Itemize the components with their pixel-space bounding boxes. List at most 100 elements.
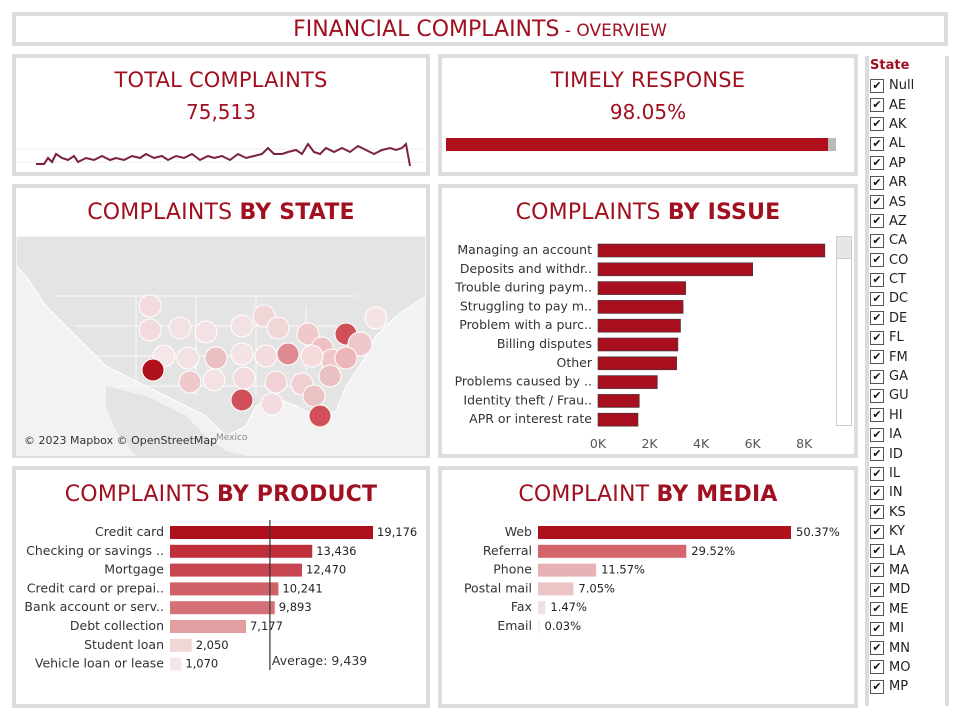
state-filter-item[interactable]: ✔ AZ	[865, 212, 949, 231]
issue-bar[interactable]	[597, 337, 679, 352]
state-filter-item[interactable]: ✔ IN	[865, 483, 949, 502]
state-filter-item[interactable]: ✔ ID	[865, 444, 949, 463]
state-filter-item[interactable]: ✔ HI	[865, 406, 949, 425]
state-filter-item[interactable]: ✔ FM	[865, 347, 949, 366]
issue-bar[interactable]	[597, 412, 639, 427]
state-checkbox[interactable]: ✔	[870, 485, 884, 500]
state-filter-item[interactable]: ✔ LA	[865, 541, 949, 560]
state-checkbox[interactable]: ✔	[870, 117, 884, 132]
media-bar[interactable]	[538, 601, 546, 615]
timely-response-bar-fill[interactable]	[446, 138, 829, 151]
state-filter-item[interactable]: ✔ IL	[865, 464, 949, 483]
state-filter-item[interactable]: ✔ IA	[865, 425, 949, 444]
issue-bar[interactable]	[597, 243, 826, 258]
state-filter-item[interactable]: ✔ MO	[865, 658, 949, 677]
state-label: MI	[889, 621, 905, 637]
state-filter-item[interactable]: ✔ GA	[865, 367, 949, 386]
state-filter-item[interactable]: ✔ KS	[865, 503, 949, 522]
issue-bar[interactable]	[597, 262, 753, 277]
state-filter-item[interactable]: ✔ DC	[865, 289, 949, 308]
state-checkbox[interactable]: ✔	[870, 195, 884, 210]
state-checkbox[interactable]: ✔	[870, 253, 884, 268]
state-checkbox[interactable]: ✔	[870, 175, 884, 190]
state-checkbox[interactable]: ✔	[870, 582, 884, 597]
state-checkbox[interactable]: ✔	[870, 544, 884, 559]
state-checkbox[interactable]: ✔	[870, 330, 884, 345]
state-filter-item[interactable]: ✔ KY	[865, 522, 949, 541]
media-bar[interactable]	[538, 544, 687, 558]
state-filter-item[interactable]: ✔ MN	[865, 638, 949, 657]
product-bar[interactable]	[170, 544, 313, 558]
issue-bar[interactable]	[597, 318, 681, 333]
state-filter-item[interactable]: ✔ AP	[865, 154, 949, 173]
state-filter-item[interactable]: ✔ MI	[865, 619, 949, 638]
state-filter-item[interactable]: ✔ AR	[865, 173, 949, 192]
product-bar[interactable]	[170, 601, 275, 615]
issue-bar[interactable]	[597, 300, 684, 314]
state-filter-item[interactable]: ✔ AS	[865, 192, 949, 211]
product-bar[interactable]	[170, 657, 182, 671]
issue-bar[interactable]	[597, 394, 640, 408]
state-checkbox[interactable]: ✔	[870, 602, 884, 617]
state-filter-item[interactable]: ✔ MP	[865, 677, 949, 696]
issue-scrollbar[interactable]	[836, 236, 852, 426]
media-bar[interactable]	[538, 526, 791, 539]
state-filter-item[interactable]: ✔ GU	[865, 386, 949, 405]
state-filter-item[interactable]: ✔ Null	[865, 76, 949, 95]
state-filter-item[interactable]: ✔ AK	[865, 115, 949, 134]
state-filter-item[interactable]: ✔ AL	[865, 134, 949, 153]
state-label: MO	[889, 659, 911, 675]
state-filter-item[interactable]: ✔ ME	[865, 600, 949, 619]
state-checkbox[interactable]: ✔	[870, 369, 884, 384]
product-bar[interactable]	[170, 582, 279, 596]
state-checkbox[interactable]: ✔	[870, 156, 884, 171]
state-filter-item[interactable]: ✔ MA	[865, 561, 949, 580]
state-filter-item[interactable]: ✔ CT	[865, 270, 949, 289]
state-checkbox[interactable]: ✔	[870, 524, 884, 539]
state-checkbox[interactable]: ✔	[870, 466, 884, 481]
state-checkbox[interactable]: ✔	[870, 78, 884, 93]
issue-bar-chart[interactable]: Managing an account Deposits and withdr..…	[442, 234, 854, 454]
state-checkbox[interactable]: ✔	[870, 505, 884, 520]
state-checkbox[interactable]: ✔	[870, 311, 884, 326]
state-filter-item[interactable]: ✔ DE	[865, 309, 949, 328]
state-checkbox[interactable]: ✔	[870, 388, 884, 403]
media-bar[interactable]	[538, 620, 540, 633]
dashboard-title-sub: - OVERVIEW	[559, 21, 667, 41]
state-checkbox[interactable]: ✔	[870, 408, 884, 423]
state-filter-item[interactable]: ✔ CA	[865, 231, 949, 250]
state-checkbox[interactable]: ✔	[870, 214, 884, 229]
product-bar[interactable]	[170, 620, 246, 633]
product-bar-chart[interactable]: Credit card 19,176 Checking or savings .. 1…	[16, 516, 426, 706]
state-checkbox[interactable]: ✔	[870, 272, 884, 287]
state-checkbox[interactable]: ✔	[870, 641, 884, 656]
state-filter-item[interactable]: ✔ AE	[865, 95, 949, 114]
state-checkbox[interactable]: ✔	[870, 621, 884, 636]
state-checkbox[interactable]: ✔	[870, 427, 884, 442]
state-checkbox[interactable]: ✔	[870, 350, 884, 365]
state-filter-item[interactable]: ✔ FL	[865, 328, 949, 347]
state-map[interactable]: © 2023 Mapbox © OpenStreetMap Mexico	[16, 236, 426, 456]
media-bar[interactable]	[538, 563, 597, 577]
state-checkbox[interactable]: ✔	[870, 98, 884, 113]
state-filter-item[interactable]: ✔ CO	[865, 251, 949, 270]
state-checkbox[interactable]: ✔	[870, 660, 884, 675]
map-bubbles[interactable]	[138, 294, 388, 428]
state-checkbox[interactable]: ✔	[870, 136, 884, 151]
state-filter-item[interactable]: ✔ MD	[865, 580, 949, 599]
state-checkbox[interactable]: ✔	[870, 563, 884, 578]
state-checkbox[interactable]: ✔	[870, 679, 884, 694]
issue-scrollbar-thumb[interactable]	[837, 237, 851, 259]
issue-bar[interactable]	[597, 356, 677, 371]
issue-bar[interactable]	[597, 375, 658, 389]
product-bar[interactable]	[170, 563, 303, 577]
media-bar[interactable]	[538, 582, 574, 596]
product-bar[interactable]	[170, 526, 373, 539]
media-bar-chart[interactable]: Web 50.37% Referral 29.52% Phone 11.57% Postal…	[442, 516, 854, 706]
state-checkbox[interactable]: ✔	[870, 291, 884, 306]
state-checkbox[interactable]: ✔	[870, 233, 884, 248]
complaints-trend-sparkline[interactable]	[16, 134, 426, 174]
issue-bar[interactable]	[597, 281, 686, 295]
state-checkbox[interactable]: ✔	[870, 447, 884, 462]
product-bar[interactable]	[170, 638, 192, 652]
